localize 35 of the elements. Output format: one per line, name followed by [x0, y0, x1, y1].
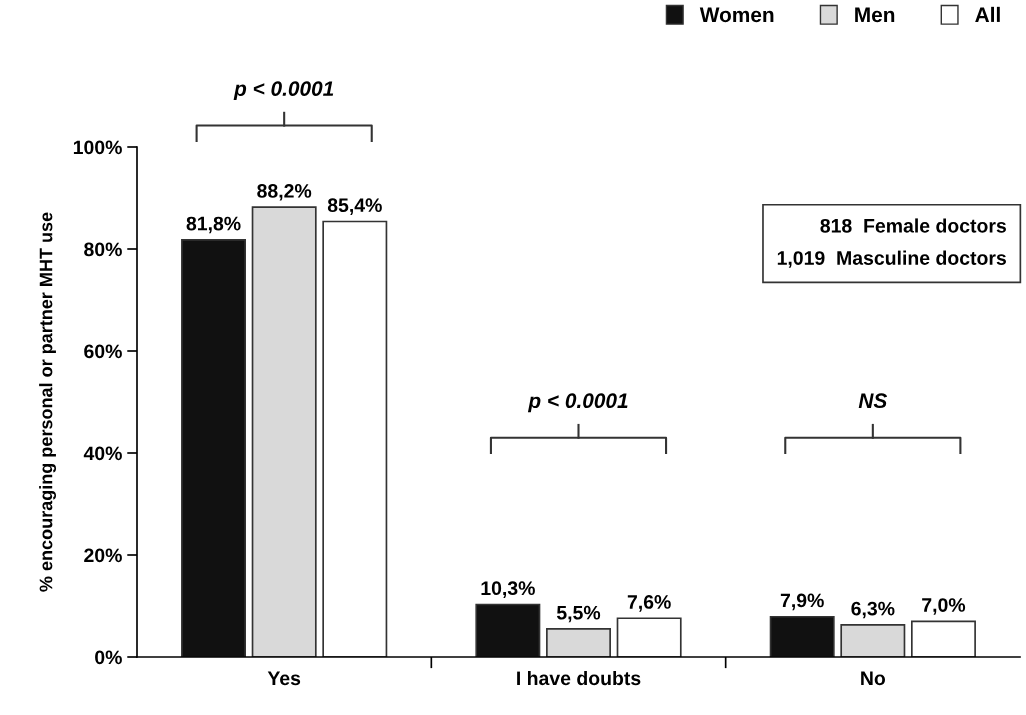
- data-label: 7,0%: [922, 598, 966, 615]
- data-label: 7,6%: [627, 595, 671, 612]
- bar: [616, 617, 682, 657]
- text: p < 0.0001: [233, 81, 334, 101]
- data-label: 85,4%: [327, 198, 382, 215]
- data-label: 6,3%: [851, 601, 895, 619]
- legend-label: Men: [855, 7, 895, 23]
- bar: [181, 238, 247, 657]
- bar: [769, 615, 835, 657]
- x-tick-label: No: [861, 671, 886, 686]
- annotation: 818 Female doctors 1,019 Masculine doctors: [777, 218, 1006, 268]
- bar: [546, 628, 611, 657]
- y-axis-title: % encouraging personal or partner MHT use: [39, 212, 57, 592]
- bar: [840, 624, 906, 657]
- y-tick-label: 80%: [84, 242, 122, 257]
- legend-label: All: [975, 6, 1000, 22]
- legend-label: Women: [699, 7, 774, 23]
- annotation: NS: [858, 393, 888, 409]
- y-tick-label: 100%: [73, 140, 122, 155]
- data-label: 5,5%: [556, 605, 601, 623]
- data-label: 81,8%: [186, 216, 241, 234]
- data-label: 10,3%: [481, 581, 535, 598]
- y-tick-label: 0%: [95, 650, 122, 665]
- bar: [251, 206, 317, 657]
- data-label: 7,9%: [780, 593, 824, 611]
- y-tick-label: 60%: [84, 344, 122, 359]
- data-label: 88,2%: [257, 184, 312, 201]
- bar: [475, 603, 541, 657]
- bar: [322, 220, 388, 657]
- bar: [910, 620, 976, 657]
- x-tick-label: Yes: [267, 671, 301, 686]
- y-tick-label: 20%: [84, 548, 122, 563]
- y-tick-label: 40%: [83, 446, 122, 461]
- annotation: p < 0.0001: [527, 393, 628, 413]
- x-tick-label: I have doubts: [517, 670, 641, 686]
